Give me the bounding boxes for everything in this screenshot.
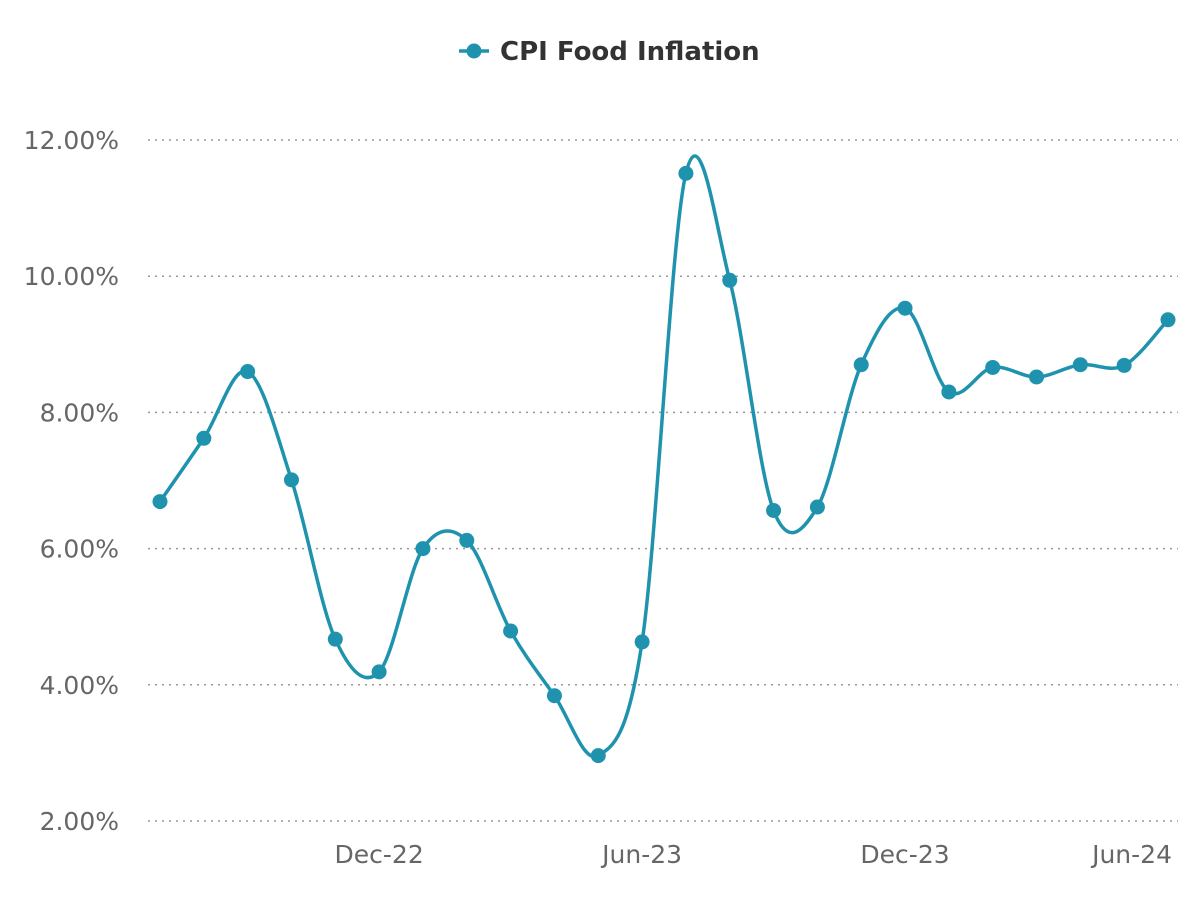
y-axis-ticks: 2.00% 4.00% 6.00% 8.00% 10.00% 12.00% — [24, 126, 119, 836]
data-point[interactable]: Sep-22: 8.60% — [240, 364, 256, 380]
data-point[interactable]: Mar-23: 4.79% — [503, 623, 519, 639]
data-point[interactable]: Aug-23: 9.94% — [722, 272, 738, 288]
data-point[interactable]: Jul-23: 11.51% — [678, 165, 694, 181]
data-point[interactable]: Oct-23: 6.61% — [809, 499, 825, 515]
data-point[interactable]: Jan-23: 6.00% — [415, 541, 431, 557]
data-point[interactable]: Jun-24: 9.36% — [1160, 312, 1176, 328]
data-point[interactable]: Jan-24: 8.30% — [941, 384, 957, 400]
data-point[interactable]: Apr-23: 3.84% — [546, 688, 562, 704]
x-tick-label: Dec-23 — [860, 840, 949, 869]
data-point[interactable]: Apr-24: 8.70% — [1072, 357, 1088, 373]
y-tick-label: 2.00% — [40, 807, 119, 836]
x-tick-label: Dec-22 — [335, 840, 424, 869]
data-point[interactable]: Mar-24: 8.52% — [1029, 369, 1045, 385]
data-point[interactable]: Oct-22: 7.01% — [283, 472, 299, 488]
y-tick-label: 6.00% — [40, 535, 119, 564]
data-point[interactable]: Sep-23: 6.56% — [766, 502, 782, 518]
y-tick-label: 4.00% — [40, 671, 119, 700]
data-point[interactable]: Aug-22: 7.62% — [196, 430, 212, 446]
data-point[interactable]: May-23: 2.96% — [590, 748, 606, 764]
series-line — [158, 154, 1170, 759]
x-axis-ticks: Dec-22 Jun-23 Dec-23 Jun-24 — [335, 840, 1172, 869]
legend-label: CPI Food Inflation — [500, 37, 760, 67]
y-tick-label: 10.00% — [24, 262, 119, 291]
y-tick-label: 8.00% — [40, 398, 119, 427]
data-point[interactable]: Feb-23: 6.12% — [459, 532, 475, 548]
x-tick-label: Jun-24 — [1090, 840, 1172, 869]
data-point[interactable]: Dec-23: 9.53% — [897, 300, 913, 316]
data-point[interactable]: Nov-22: 4.67% — [327, 631, 343, 647]
data-point[interactable]: Jul-22: 6.69% — [152, 494, 168, 510]
data-point[interactable]: Jun-23: 4.63% — [634, 634, 650, 650]
data-point[interactable]: Nov-23: 8.70% — [853, 357, 869, 373]
data-point[interactable]: Dec-22: 4.19% — [371, 664, 387, 680]
series-layer: Jul-22: 6.69% Aug-22: 7.62% Sep-22: 8.60% O… — [152, 154, 1176, 764]
data-point[interactable]: Feb-24: 8.66% — [985, 359, 1001, 375]
y-tick-label: 12.00% — [24, 126, 119, 155]
legend-marker-symbol — [466, 43, 482, 59]
x-tick-label: Jun-23 — [600, 840, 682, 869]
grid-lines — [148, 139, 1178, 822]
legend[interactable]: CPI Food Inflation — [459, 37, 760, 67]
data-point[interactable]: May-24: 8.69% — [1116, 357, 1132, 373]
